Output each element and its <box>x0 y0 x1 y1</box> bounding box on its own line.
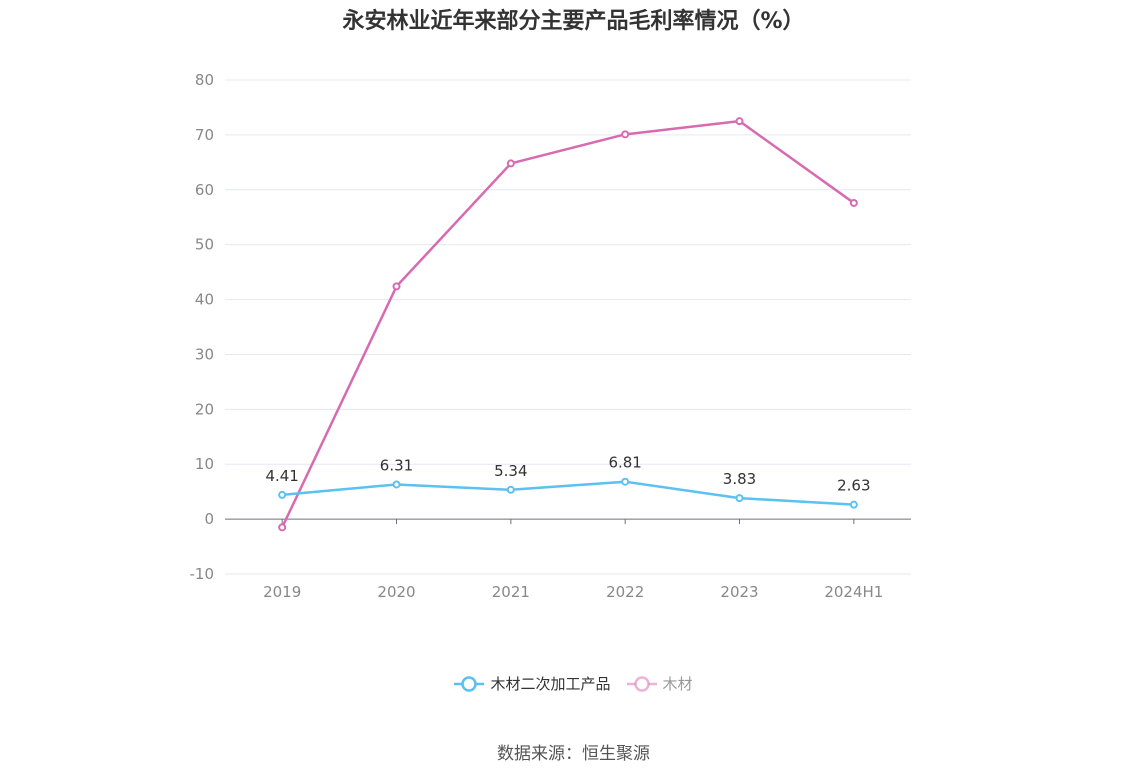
y-tick-label: 40 <box>195 291 214 309</box>
data-source-note: 数据来源：恒生聚源 <box>497 744 650 764</box>
data-point <box>735 494 744 503</box>
data-label: 3.83 <box>723 470 756 488</box>
data-point <box>621 130 630 139</box>
x-tick-label: 2019 <box>263 583 301 601</box>
legend-swatch <box>626 675 657 692</box>
x-tick-label: 2021 <box>492 583 530 601</box>
series-line-0 <box>282 480 854 506</box>
legend-marker <box>633 675 650 692</box>
x-tick-label: 2022 <box>606 583 644 601</box>
data-point <box>506 159 515 168</box>
y-tick-label: 0 <box>204 510 214 528</box>
legend-label: 木材 <box>662 675 693 693</box>
legend-label: 木材二次加工产品 <box>490 675 611 693</box>
data-point <box>392 282 401 291</box>
data-point <box>849 500 858 509</box>
data-label: 2.63 <box>837 477 870 495</box>
data-point <box>735 117 744 126</box>
data-point <box>392 480 401 489</box>
legend-item[interactable]: 木材二次加工产品 <box>454 673 611 694</box>
data-label: 5.34 <box>494 462 527 480</box>
series-line-1 <box>281 119 855 528</box>
x-tick-label: 2024H1 <box>824 583 883 601</box>
legend-marker <box>461 675 478 692</box>
legend: 木材二次加工产品 木材 <box>0 673 1147 694</box>
data-point <box>621 477 630 486</box>
y-tick-label: 30 <box>195 345 214 363</box>
series-lines <box>278 117 858 532</box>
x-tick-label: 2020 <box>377 583 415 601</box>
data-point <box>278 490 287 499</box>
y-tick-label: 70 <box>195 126 214 144</box>
data-label: 6.31 <box>380 456 413 474</box>
data-labels: 4.41 6.31 5.34 6.81 3.83 2.63 <box>265 454 870 495</box>
grid-lines <box>225 79 911 575</box>
axes: 80 70 60 50 40 30 20 10 0 -10 2019 2020 2021 2022 2023… <box>190 71 911 601</box>
y-tick-label: -10 <box>190 565 215 583</box>
data-point <box>278 523 287 532</box>
data-label: 4.41 <box>265 467 298 485</box>
y-tick-label: 10 <box>195 455 214 473</box>
data-point <box>849 198 858 207</box>
legend-swatch <box>454 675 485 692</box>
data-point <box>506 485 515 494</box>
legend-item[interactable]: 木材 <box>626 673 693 694</box>
x-tick-label: 2023 <box>720 583 758 601</box>
y-tick-label: 80 <box>195 71 214 89</box>
y-tick-label: 60 <box>195 181 214 199</box>
y-tick-label: 50 <box>195 236 214 254</box>
y-tick-label: 20 <box>195 400 214 418</box>
data-label: 6.81 <box>608 454 641 472</box>
chart-title: 永安林业近年来部分主要产品毛利率情况（%） <box>342 9 805 34</box>
